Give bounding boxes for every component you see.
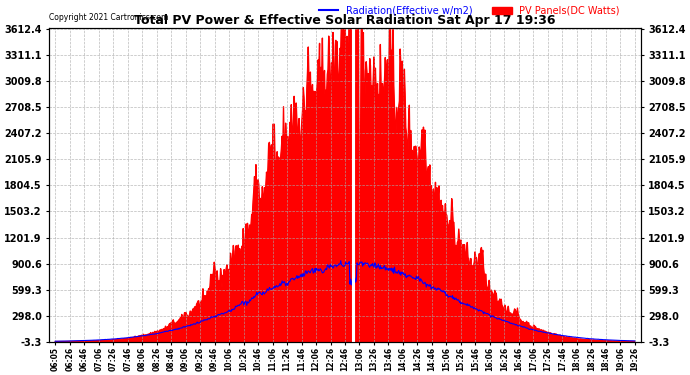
Legend: Radiation(Effective w/m2), PV Panels(DC Watts): Radiation(Effective w/m2), PV Panels(DC …	[315, 2, 624, 20]
Title: Total PV Power & Effective Solar Radiation Sat Apr 17 19:36: Total PV Power & Effective Solar Radiati…	[135, 14, 555, 27]
Text: Copyright 2021 Cartronics.com: Copyright 2021 Cartronics.com	[50, 13, 169, 22]
